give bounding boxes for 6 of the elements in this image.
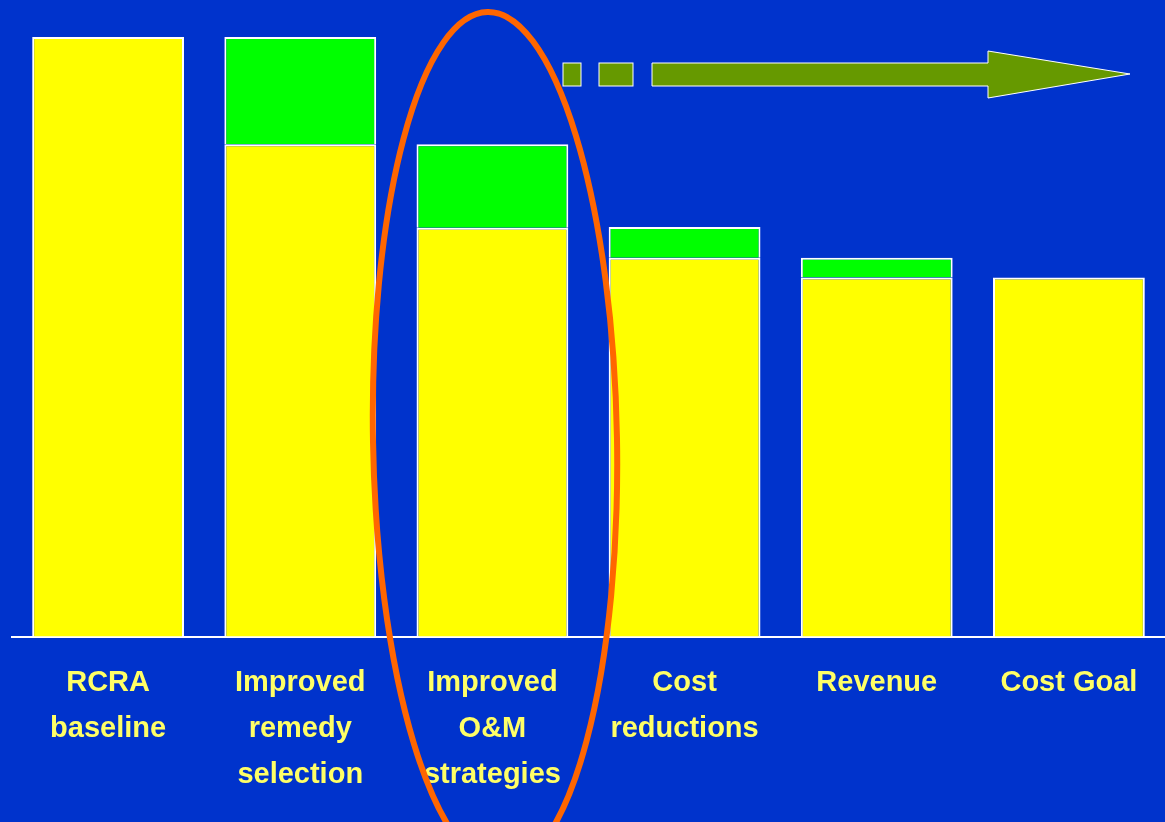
x-tick-label: Cost Goal	[1000, 665, 1138, 698]
x-tick-label: RCRA baseline	[50, 665, 167, 744]
x-tick-label: Improved remedy selection	[234, 665, 366, 790]
x-tick-label: Cost reductions	[610, 665, 759, 744]
x-tick-label: Improved O&M strategies	[423, 665, 561, 790]
x-tick-label: Revenue	[816, 665, 938, 698]
